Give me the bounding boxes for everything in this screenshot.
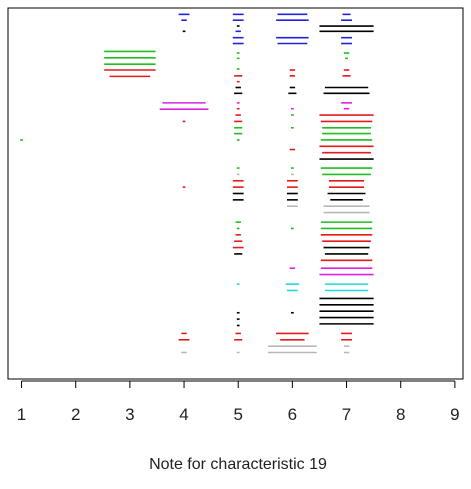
x-tick-label: 5 (233, 405, 242, 424)
x-tick-label: 3 (125, 405, 134, 424)
x-tick-label: 7 (342, 405, 351, 424)
chart-marks (20, 13, 374, 354)
plot-frame (7, 7, 464, 380)
x-tick-label: 9 (450, 405, 459, 424)
x-tick-label: 4 (179, 405, 188, 424)
x-tick-label: 6 (288, 405, 297, 424)
x-tick-label: 2 (71, 405, 80, 424)
x-axis: 1 2 3 4 5 6 7 8 9 (17, 380, 460, 424)
x-axis-label: Note for characteristic 19 (149, 456, 327, 473)
x-tick-label: 8 (396, 405, 405, 424)
x-tick-label: 1 (17, 405, 26, 424)
